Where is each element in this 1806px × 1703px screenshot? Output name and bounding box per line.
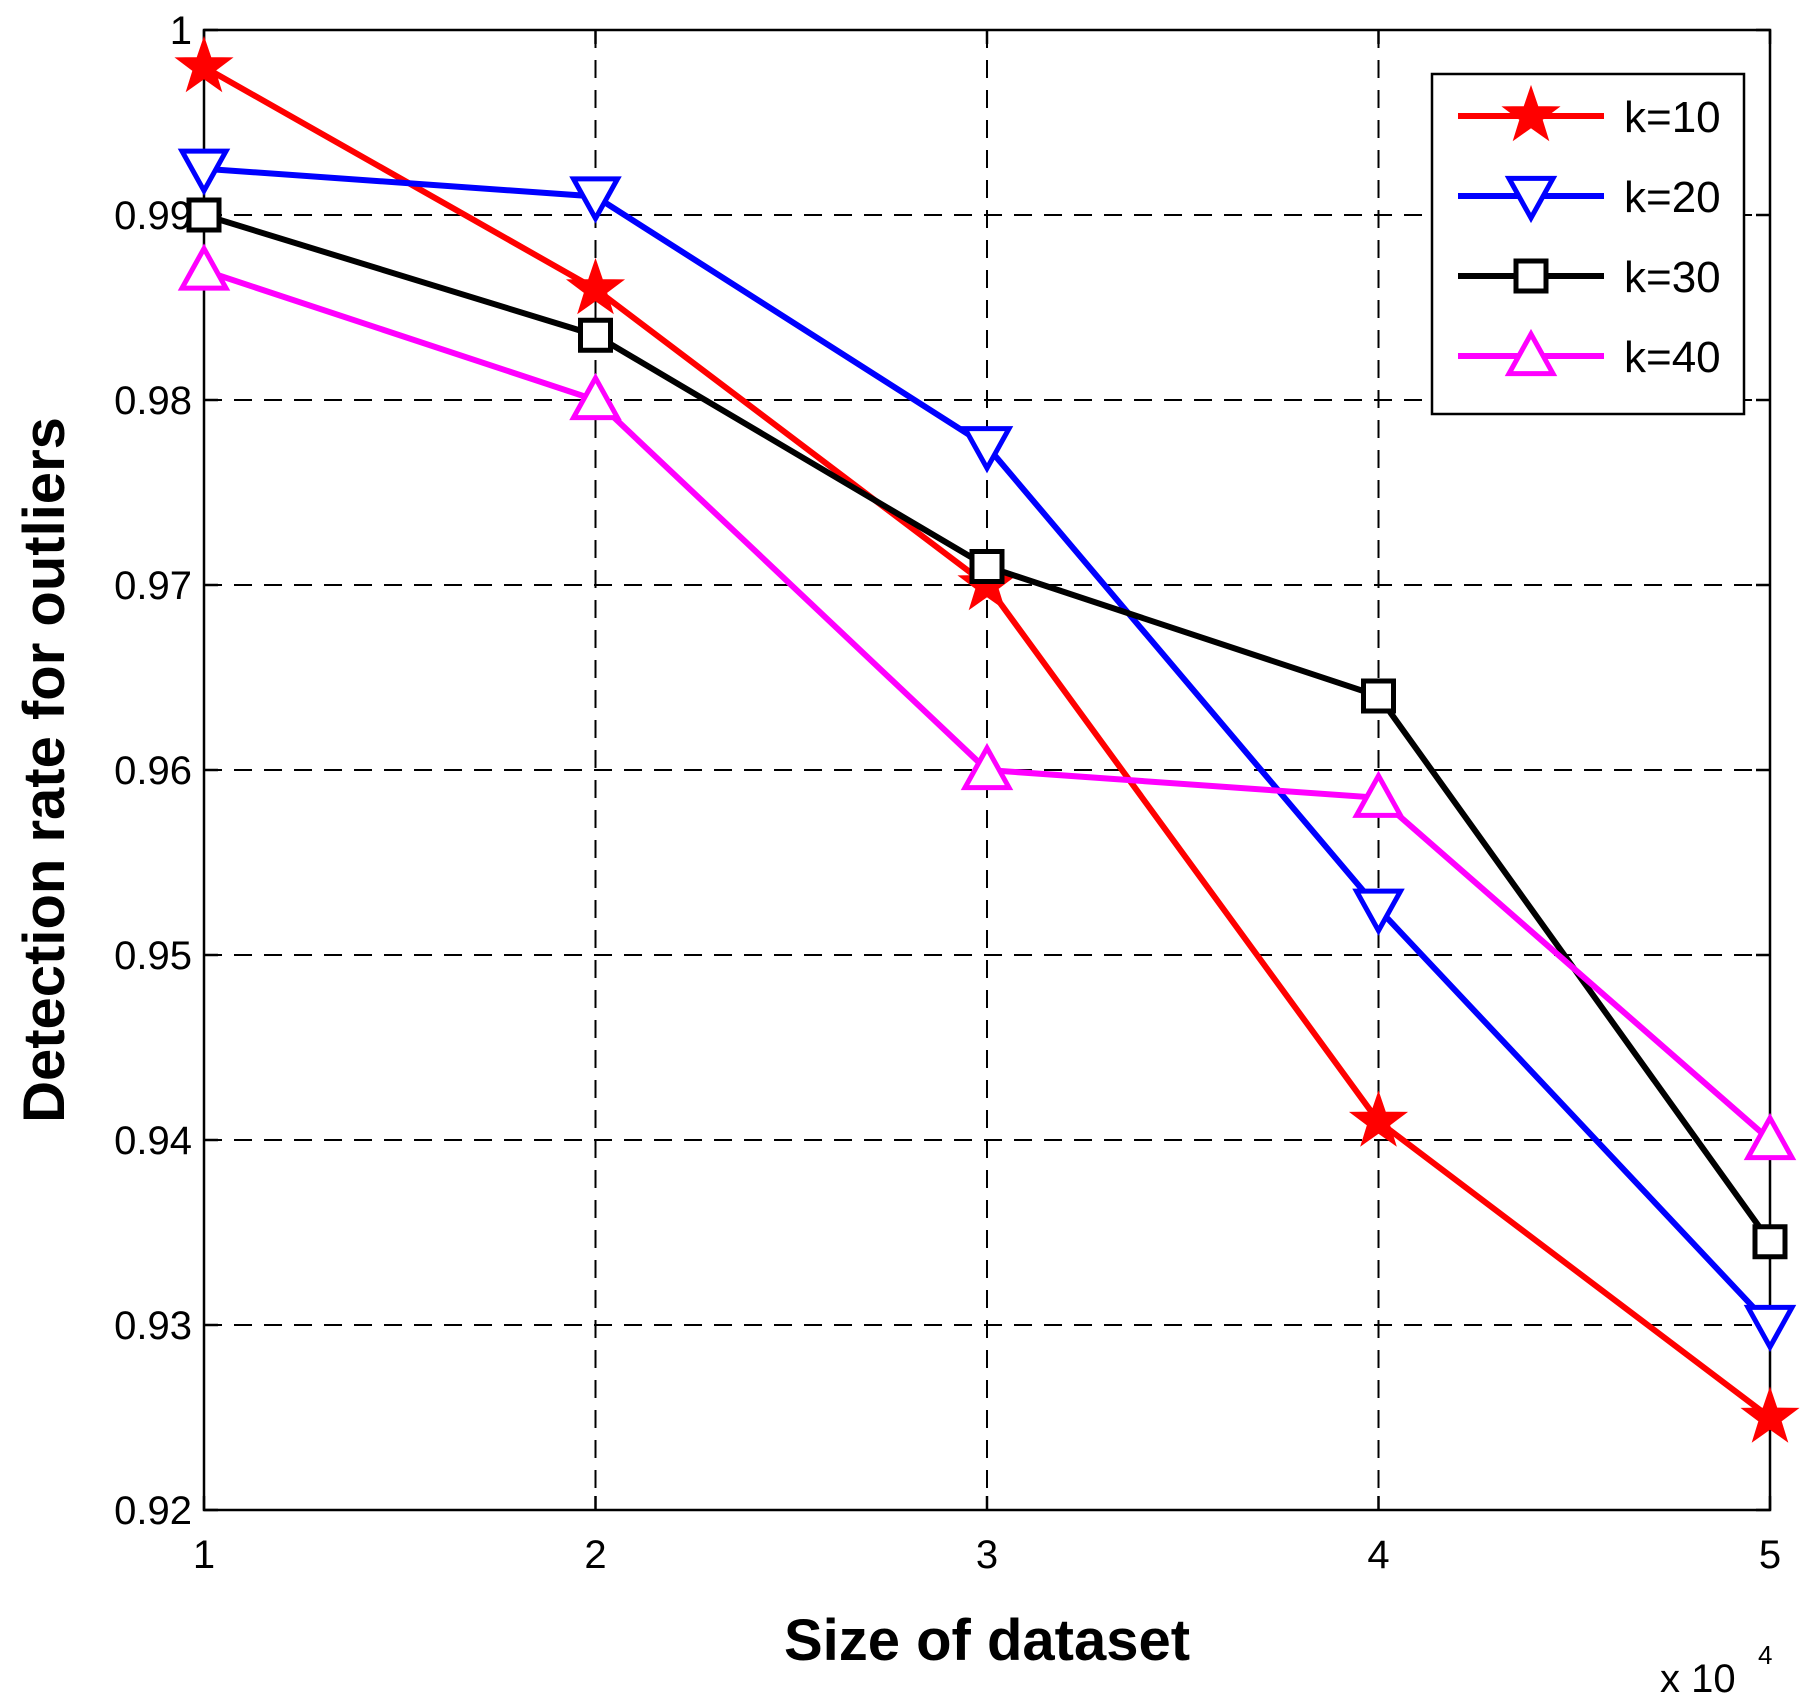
x-exponent-label: x 10	[1660, 1657, 1736, 1701]
data-point	[1352, 770, 1405, 818]
x-tick-label: 4	[1367, 1533, 1389, 1577]
y-tick-labels: 0.92 0.93 0.94 0.95 0.96 0.97 0.98 0.99 1	[114, 9, 192, 1533]
data-point	[578, 317, 613, 353]
data-point	[960, 742, 1014, 791]
legend-marker	[1504, 175, 1558, 224]
series-lines	[174, 35, 1800, 1443]
legend-item: k=40	[1458, 328, 1721, 382]
legend-marker	[1513, 258, 1549, 294]
series-k=30	[186, 197, 1788, 1260]
legend-label: k=30	[1624, 253, 1721, 302]
data-point	[569, 176, 622, 224]
legend-item: k=20	[1458, 173, 1721, 224]
legend: k=10 k=20 k=30 k=40	[1430, 72, 1746, 416]
data-point	[1743, 1304, 1797, 1353]
legend-label: k=40	[1624, 333, 1721, 382]
x-tick-label: 3	[976, 1533, 998, 1577]
y-tick-label: 0.96	[114, 749, 192, 793]
data-point	[1352, 888, 1405, 936]
y-tick-label: 0.98	[114, 379, 192, 423]
data-point	[177, 148, 231, 196]
x-tick-labels: 1 2 3 4 5	[193, 1533, 1781, 1577]
legend-marker	[1501, 84, 1561, 142]
x-axis-title: Size of dataset	[784, 1608, 1190, 1673]
legend-item: k=10	[1458, 84, 1721, 142]
y-tick-label: 0.93	[114, 1304, 192, 1348]
legend-label: k=20	[1624, 173, 1721, 222]
y-tick-label: 0.92	[114, 1489, 192, 1533]
y-tick-label: 0.97	[114, 564, 192, 608]
x-tick-label: 1	[193, 1533, 215, 1577]
y-tick-label: 0.95	[114, 934, 192, 978]
y-axis-title: Detection rate for outliers	[12, 417, 77, 1123]
data-point	[1348, 1090, 1409, 1147]
data-point	[1361, 678, 1396, 714]
data-point	[186, 197, 222, 233]
data-point	[1743, 1112, 1797, 1161]
y-tick-label: 0.94	[114, 1119, 192, 1163]
legend-marker	[1504, 328, 1558, 377]
data-point	[960, 426, 1014, 474]
y-tick-label: 1	[170, 9, 192, 53]
x-exponent-power: 4	[1758, 1640, 1772, 1670]
series-k=20	[177, 148, 1797, 1353]
data-point	[177, 243, 231, 291]
series-k=40	[177, 243, 1797, 1161]
data-point	[1752, 1224, 1788, 1260]
data-point	[569, 372, 622, 421]
x-tick-label: 2	[584, 1533, 606, 1577]
legend-label: k=10	[1624, 93, 1721, 142]
data-point	[174, 35, 234, 93]
x-tick-label: 5	[1759, 1533, 1781, 1577]
data-point	[969, 549, 1005, 584]
data-point	[565, 257, 626, 315]
data-point	[1740, 1386, 1800, 1443]
y-tick-label: 0.99	[114, 194, 192, 238]
legend-item: k=30	[1458, 253, 1721, 302]
